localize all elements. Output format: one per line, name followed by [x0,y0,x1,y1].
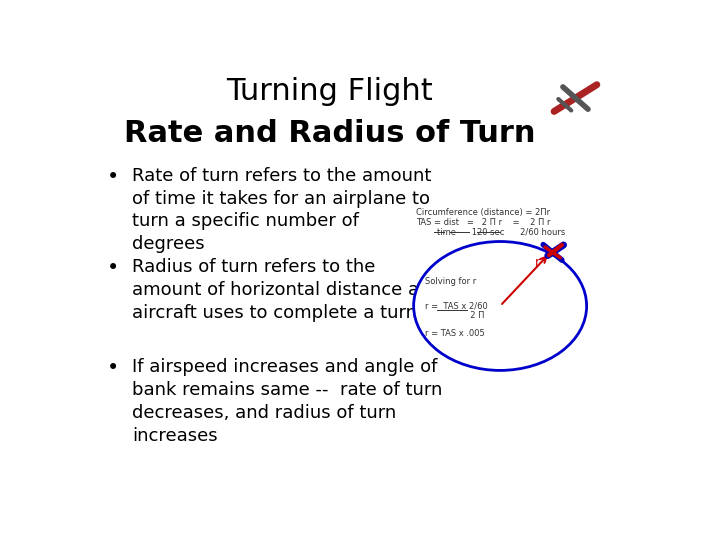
Text: If airspeed increases and angle of
bank remains same --  rate of turn
decreases,: If airspeed increases and angle of bank … [132,358,442,444]
Circle shape [413,241,587,370]
Text: time      120 sec      2/60 hours: time 120 sec 2/60 hours [416,227,566,236]
Text: Solving for r: Solving for r [425,277,476,286]
Text: Rate of turn refers to the amount
of time it takes for an airplane to
turn a spe: Rate of turn refers to the amount of tim… [132,167,431,253]
Text: Rate and Radius of Turn: Rate and Radius of Turn [124,119,536,148]
Text: r: r [536,256,541,269]
Text: r =  TAS x 2/60: r = TAS x 2/60 [425,302,487,311]
Text: Turning Flight: Turning Flight [227,77,433,106]
Text: r = TAS x .005: r = TAS x .005 [425,329,485,338]
Text: •: • [107,258,119,278]
Text: •: • [107,358,119,378]
Text: Radius of turn refers to the
amount of horizontal distance an
aircraft uses to c: Radius of turn refers to the amount of h… [132,258,431,322]
Text: TAS = dist   =   2 Π r    =    2 Π r: TAS = dist = 2 Π r = 2 Π r [416,218,551,227]
Text: Circumference (distance) = 2Πr: Circumference (distance) = 2Πr [416,207,551,217]
Text: 2 Π: 2 Π [444,311,485,320]
Text: •: • [107,167,119,187]
